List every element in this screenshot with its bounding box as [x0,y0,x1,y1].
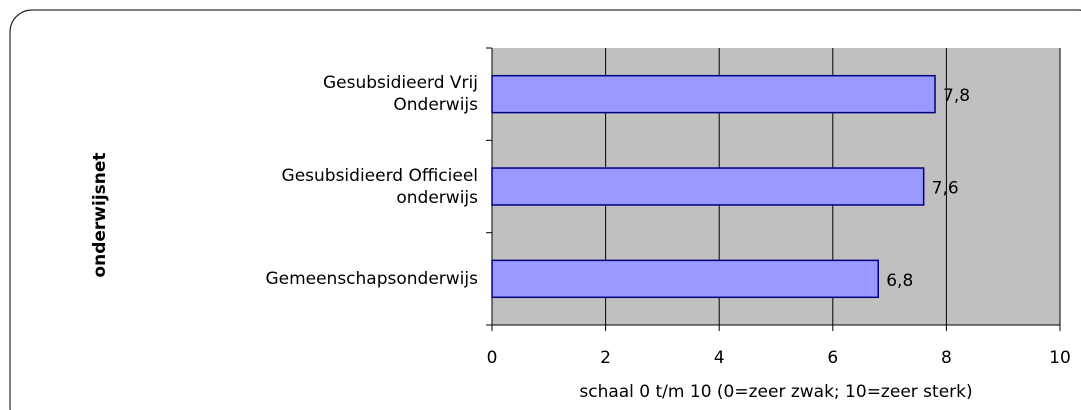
y-tick-label: Gesubsidieerd Vrij Onderwijs [322,73,478,116]
data-label: 6,8 [886,271,913,291]
y-axis-title: onderwijsnet [90,152,110,277]
x-axis-title: schaal 0 t/m 10 (0=zeer zwak; 10=zeer st… [579,382,972,402]
x-tick-label: 10 [1049,348,1071,368]
x-tick-label: 8 [941,348,952,368]
y-tick-label: Gesubsidieerd Officieel onderwijs [281,165,478,208]
x-tick-label: 0 [487,348,498,368]
x-tick-label: 6 [827,348,838,368]
x-tick-label: 4 [714,348,725,368]
bar [491,259,879,299]
x-tick-label: 2 [600,348,611,368]
data-label: 7,6 [932,179,959,199]
bar [491,74,936,114]
y-tick-label: Gemeenschapsonderwijs [265,268,478,289]
data-label: 7,8 [943,86,970,106]
bar [491,167,925,206]
